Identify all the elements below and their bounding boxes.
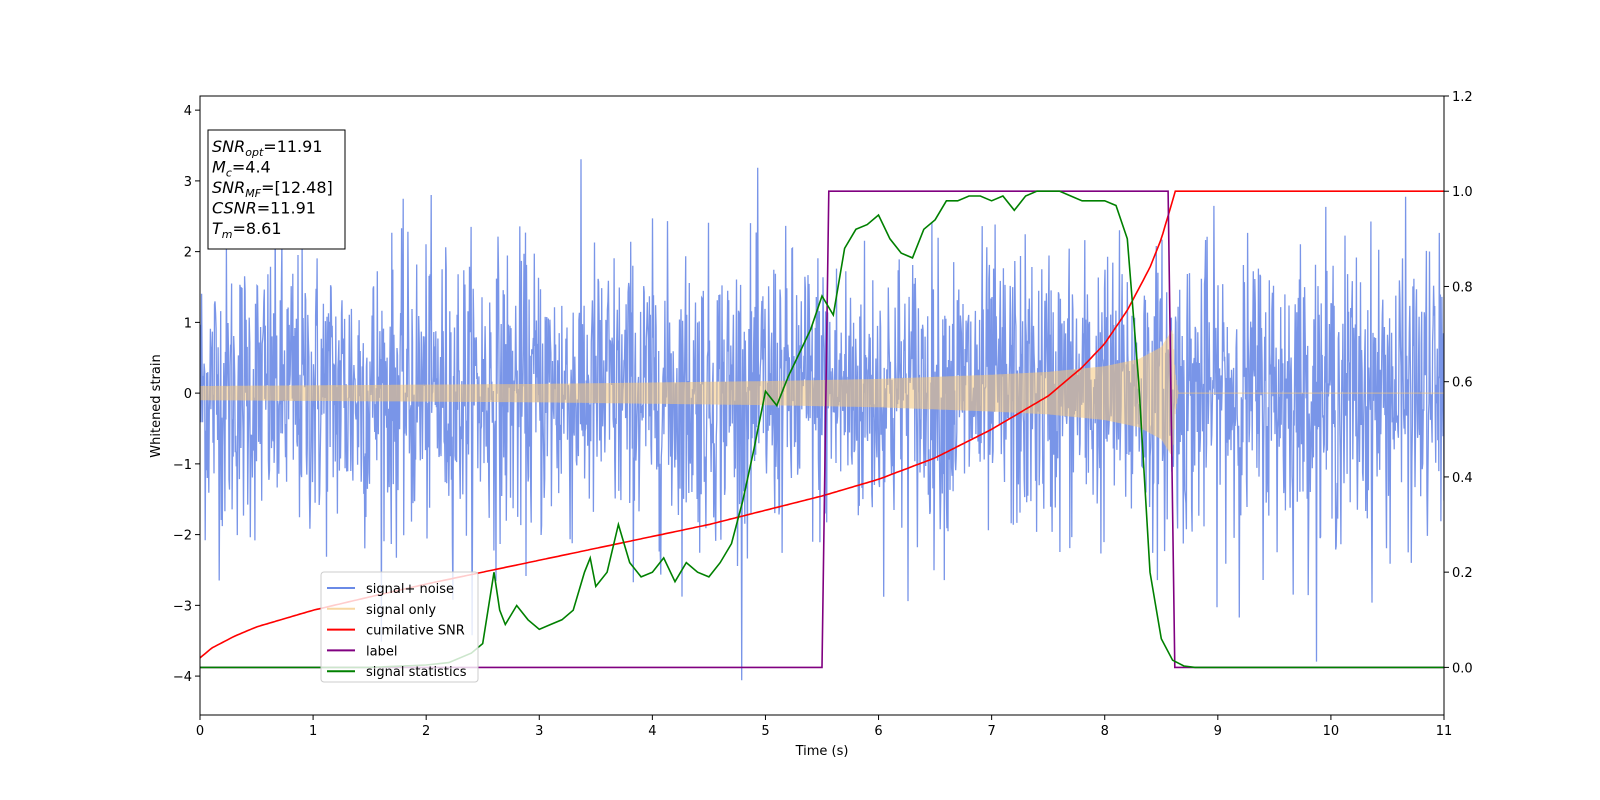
plot-frame	[199, 95, 1445, 716]
legend-label: signal only	[366, 603, 436, 618]
y-tick-label-left: 0	[184, 387, 192, 402]
y-tick-label-left: 4	[184, 104, 192, 119]
annotation-line: SNRMF=[12.48]	[212, 178, 333, 200]
y-tick-label-left: −1	[173, 458, 192, 473]
x-axis-label: Time (s)	[795, 744, 849, 759]
legend: signal+ noise signal only cumilative SNR la…	[320, 571, 479, 683]
x-tick-label: 7	[987, 724, 995, 739]
x-tick-label: 5	[761, 724, 769, 739]
annotation-line: Mc=4.4	[212, 158, 271, 180]
x-tick-label: 11	[1436, 724, 1453, 739]
y-tick-label-right: 0.2	[1452, 566, 1473, 581]
y-tick-label-right: 0.6	[1452, 376, 1473, 391]
x-axis: 0 1 2 3 4 5 6 7 8 9 10 11	[196, 715, 1452, 739]
legend-label: signal statistics	[366, 665, 467, 680]
stats-annotation-box: SNRopt=11.91Mc=4.4SNRMF=[12.48]CSNR=11.9…	[207, 129, 346, 250]
legend-label: signal+ noise	[366, 582, 454, 597]
x-tick-label: 10	[1323, 724, 1340, 739]
y-tick-label-right: 0.8	[1452, 280, 1473, 295]
x-tick-label: 1	[309, 724, 317, 739]
y-tick-label-right: 1.2	[1452, 90, 1473, 105]
y-tick-label-left: −3	[173, 599, 192, 614]
y-axis-right: 0.0 0.2 0.4 0.6 0.8 1.0 1.2	[1444, 90, 1473, 676]
y-tick-label-right: 1.0	[1452, 185, 1473, 200]
y-tick-label-left: −4	[173, 670, 192, 685]
legend-label: cumilative SNR	[366, 624, 465, 639]
x-tick-label: 4	[648, 724, 656, 739]
x-tick-label: 8	[1101, 724, 1109, 739]
series-signal-statistics	[200, 190, 1444, 669]
y-tick-label-right: 0.4	[1452, 471, 1473, 486]
y-tick-label-left: 2	[184, 246, 192, 261]
y-axis-left: −4 −3 −2 −1 0 1 2 3 4	[173, 104, 200, 685]
x-tick-label: 0	[196, 724, 204, 739]
y-tick-label-left: 1	[184, 316, 192, 331]
annotation-line: SNRopt=11.91	[212, 137, 323, 159]
y-tick-label-left: −2	[173, 529, 192, 544]
legend-frame	[320, 571, 479, 683]
annotation-line: CSNR=11.91	[212, 199, 316, 218]
x-tick-label: 9	[1214, 724, 1222, 739]
y-tick-label-right: 0.0	[1452, 661, 1473, 676]
x-tick-label: 3	[535, 724, 543, 739]
series-signal-only	[200, 330, 1444, 457]
annotation-line: Tm=8.61	[212, 219, 282, 241]
annotation-frame	[207, 129, 346, 250]
legend-label: label	[366, 644, 397, 659]
y-axis-label-left: Whitened strain	[149, 354, 164, 457]
x-tick-label: 2	[422, 724, 430, 739]
x-tick-label: 6	[874, 724, 882, 739]
y-tick-label-left: 3	[184, 175, 192, 190]
